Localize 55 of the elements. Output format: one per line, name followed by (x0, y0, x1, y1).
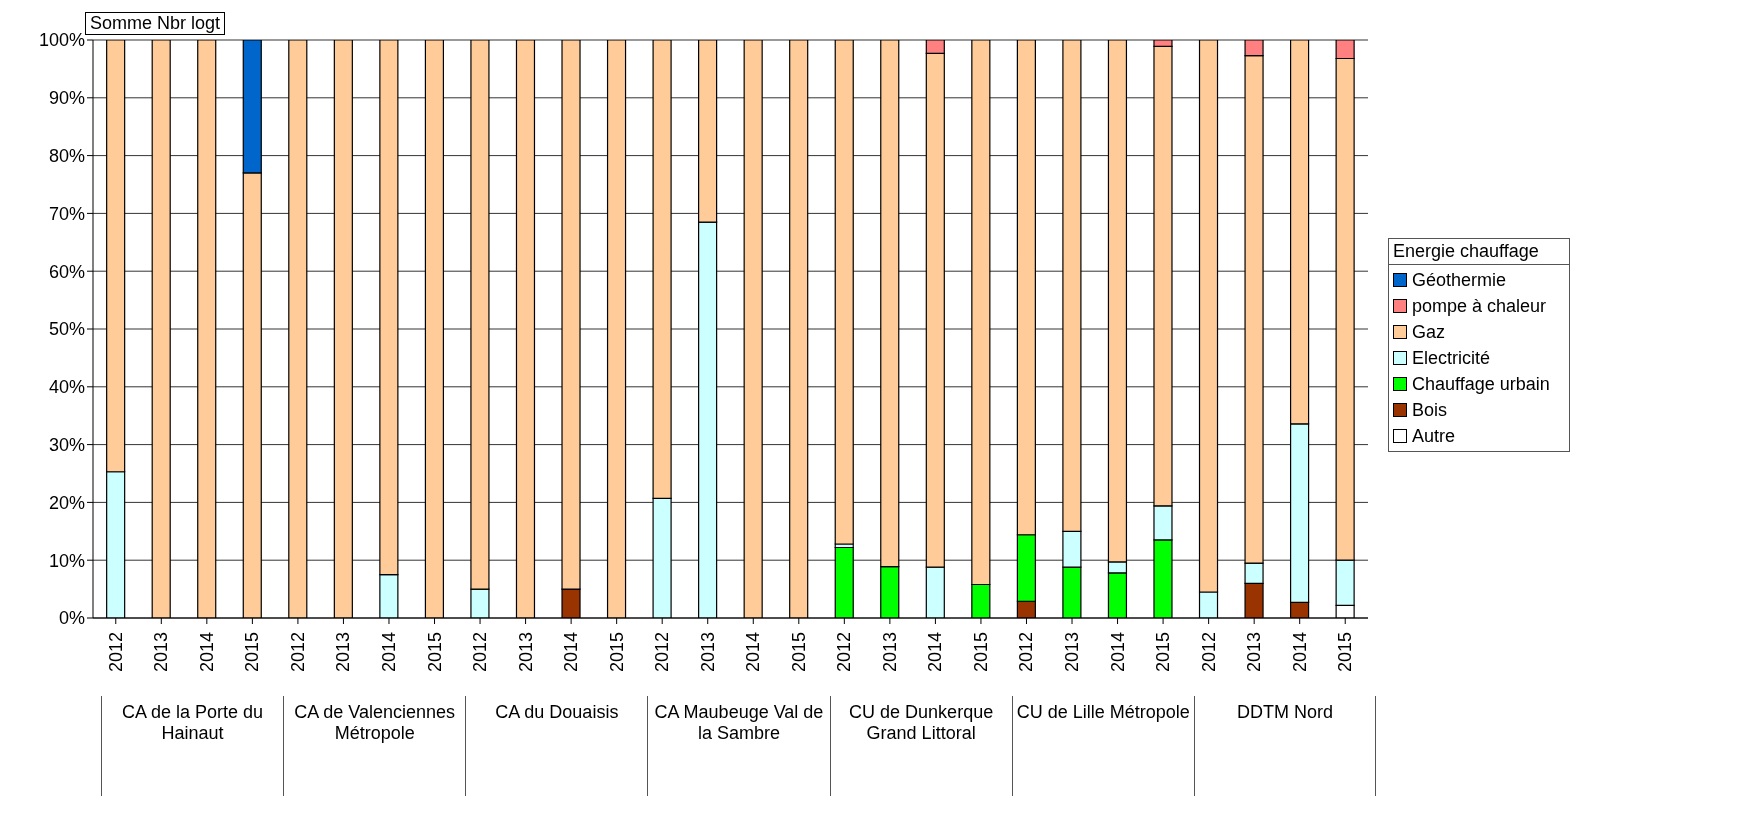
x-tick-label: 2013 (1062, 632, 1083, 673)
y-tick-label: 90% (48, 88, 85, 109)
x-tick-label: 2015 (242, 632, 263, 673)
text: CA de la Porte du Hainaut (101, 696, 284, 796)
x-tick-label: 2015 (1335, 632, 1356, 673)
x-tick-label: 2013 (515, 632, 536, 673)
x-tick-label: 2013 (1244, 632, 1265, 673)
x-tick-label: 2013 (879, 632, 900, 673)
y-tick-label: 0% (58, 608, 85, 629)
legend-label: pompe à chaleur (1412, 295, 1547, 317)
x-tick-label: 2013 (697, 632, 718, 673)
x-tick-label: 2014 (378, 632, 399, 673)
y-tick-label: 40% (48, 377, 85, 398)
x-tick-label: 2015 (424, 632, 445, 673)
x-tick-label: 2015 (606, 632, 627, 673)
text: CA du Douaisis (465, 696, 648, 796)
text: CA Maubeuge Val de la Sambre (647, 696, 830, 796)
text: DDTM Nord (1193, 696, 1376, 796)
x-tick-label: 2014 (925, 632, 946, 673)
x-tick-label: 2012 (470, 632, 491, 673)
x-tick-label: 2015 (788, 632, 809, 673)
y-tick-label: 60% (48, 261, 85, 282)
x-tick-label: 2014 (1289, 632, 1310, 673)
legend-label: Géothermie (1412, 269, 1507, 291)
x-tick-label: 2013 (151, 632, 172, 673)
x-tick-label: 2014 (561, 632, 582, 673)
x-tick-label: 2014 (743, 632, 764, 673)
y-tick-label: 20% (48, 492, 85, 513)
y-tick-label: 50% (48, 319, 85, 340)
text: CU de Lille Métropole (1011, 696, 1194, 796)
y-tick-label: 100% (38, 30, 85, 51)
x-tick-label: 2012 (105, 632, 126, 673)
legend-label: Autre (1412, 425, 1456, 447)
x-tick-label: 2013 (333, 632, 354, 673)
legend-label: Gaz (1412, 321, 1446, 343)
y-tick-label: 70% (48, 203, 85, 224)
x-tick-label: 2012 (652, 632, 673, 673)
chart-title: Somme Nbr logt (85, 12, 226, 35)
y-tick-label: 10% (48, 550, 85, 571)
x-tick-label: 2012 (287, 632, 308, 673)
legend-title: Energie chauffage (1389, 239, 1569, 265)
text: CU de Dunkerque Grand Littoral (829, 696, 1012, 796)
x-tick-label: 2014 (1107, 632, 1128, 673)
x-tick-label: 2014 (196, 632, 217, 673)
text: CA de Valenciennes Métropole (283, 696, 466, 796)
x-tick-label: 2012 (834, 632, 855, 673)
legend-label: Chauffage urbain (1412, 373, 1550, 395)
y-tick-label: 80% (48, 145, 85, 166)
legend-label: Bois (1412, 399, 1448, 421)
x-tick-label: 2012 (1198, 632, 1219, 673)
y-tick-label: 30% (48, 434, 85, 455)
x-tick-label: 2012 (1016, 632, 1037, 673)
legend-label: Electricité (1412, 347, 1491, 369)
x-tick-label: 2015 (1153, 632, 1174, 673)
x-tick-label: 2015 (970, 632, 991, 673)
